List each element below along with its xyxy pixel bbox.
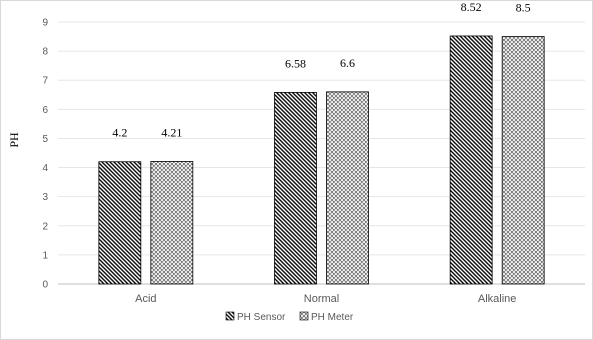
y-tick-label: 3 xyxy=(42,192,48,203)
data-labels: 4.2 4.21 6.58 6.6 8.52 8.5 xyxy=(112,0,530,140)
y-axis-label: PH xyxy=(7,132,21,148)
data-label: 4.2 xyxy=(112,126,127,140)
bar-ph-meter xyxy=(150,161,194,285)
legend-swatch xyxy=(225,311,235,321)
data-label: 8.52 xyxy=(461,0,482,14)
bar-ph-meter xyxy=(501,36,545,285)
data-label: 6.58 xyxy=(285,56,306,70)
data-label: 6.6 xyxy=(340,56,355,70)
x-category-label: Normal xyxy=(304,293,339,305)
legend-label: PH Meter xyxy=(311,312,354,323)
gridlines xyxy=(58,21,585,285)
y-tick-label: 4 xyxy=(42,163,48,174)
legend: PH Sensor PH Meter xyxy=(225,311,354,323)
legend-swatch xyxy=(299,311,309,321)
y-tick-label: 5 xyxy=(42,134,48,145)
y-tick-label: 7 xyxy=(42,76,48,87)
bar-ph-sensor xyxy=(449,35,493,285)
data-label: 8.5 xyxy=(516,1,531,15)
bar-ph-sensor xyxy=(274,92,317,285)
bar-ph-meter xyxy=(326,91,369,285)
y-tick-label: 8 xyxy=(42,47,48,58)
legend-label: PH Sensor xyxy=(237,312,286,323)
y-tick-label: 9 xyxy=(42,18,48,29)
data-label: 4.21 xyxy=(161,125,182,139)
y-tick-label: 1 xyxy=(42,250,48,261)
y-axis-ticks: 0 1 2 3 4 5 6 7 8 9 xyxy=(42,18,48,291)
bars xyxy=(98,35,545,285)
y-tick-label: 2 xyxy=(42,221,48,232)
x-axis-categories: Acid Normal Alkaline xyxy=(135,293,516,305)
x-category-label: Acid xyxy=(135,293,156,305)
y-tick-label: 6 xyxy=(42,105,48,116)
x-category-label: Alkaline xyxy=(478,293,517,305)
y-tick-label: 0 xyxy=(42,280,48,291)
bar-ph-sensor xyxy=(98,161,142,285)
